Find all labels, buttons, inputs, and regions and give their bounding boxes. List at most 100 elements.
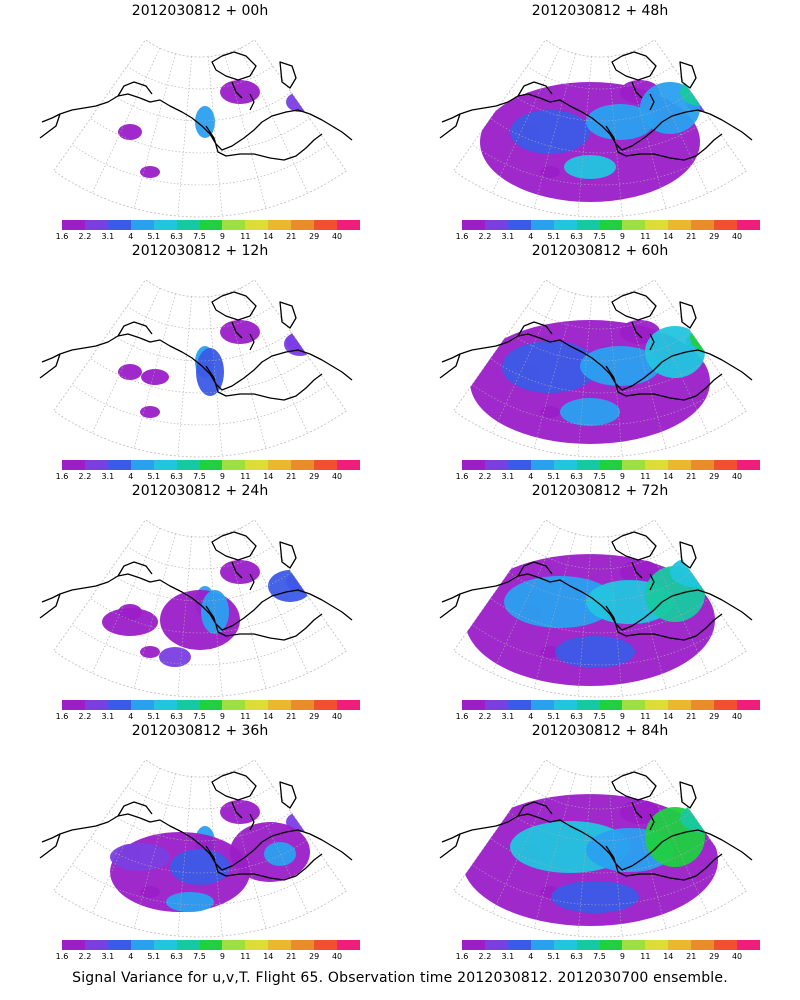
longitude-line: [133, 293, 176, 449]
longitude-line: [91, 287, 161, 434]
longitude-line: [224, 533, 267, 689]
colorbar-tick-label: 3.1: [501, 952, 515, 961]
longitude-line: [207, 296, 223, 457]
colorbar-swatch: [199, 940, 223, 950]
colorbar-tick-label: 11: [240, 952, 251, 961]
colorbar-swatch: [199, 700, 223, 710]
colorbar-tick-label: 9: [619, 712, 625, 721]
colorbar-tick-label: 3.1: [501, 232, 515, 241]
variance-blob: [286, 92, 314, 112]
colorbar-swatch: [599, 940, 623, 950]
colorbar-swatch: [337, 220, 360, 230]
colorbar-swatch: [714, 220, 738, 230]
colorbar-tick-label: 9: [219, 712, 225, 721]
latitude-line: [71, 624, 329, 666]
colorbar-swatch: [314, 460, 338, 470]
colorbar-swatch: [576, 700, 600, 710]
latitude-line: [126, 545, 274, 570]
colorbar-tick-label: 4: [128, 232, 134, 241]
colorbar-tick-label: 14: [263, 472, 274, 481]
colorbar-swatch: [668, 940, 692, 950]
colorbar-swatch: [222, 460, 246, 470]
latitude-line: [71, 864, 329, 906]
colorbar-tick-label: 6.3: [170, 232, 183, 241]
colorbar-tick-label: 7.5: [193, 472, 206, 481]
colorbar-swatch: [291, 700, 315, 710]
longitude-line: [491, 287, 561, 434]
colorbar-swatch: [291, 940, 315, 950]
longitude-line: [224, 293, 267, 449]
colorbar-tick-label: 2.2: [78, 232, 92, 241]
colorbar-tick-label: 11: [640, 952, 651, 961]
colorbar-swatch: [462, 700, 485, 710]
latitude-line: [108, 571, 292, 602]
latitude-line: [490, 838, 710, 874]
variance-blob: [220, 800, 260, 824]
coastline: [39, 531, 353, 641]
colorbar-tick-label: 1.6: [455, 712, 469, 721]
variance-blob: [284, 332, 316, 356]
map-panel-84h: 2012030812 + 84h 1.6 2.2 3.1 4 5.1 6.3 7.5 9 11 1…: [400, 720, 800, 961]
latitude-line: [471, 624, 729, 666]
colorbar-swatch: [484, 460, 508, 470]
longitude-line: [577, 776, 593, 937]
variance-blob: [170, 849, 230, 885]
longitude-line: [577, 536, 593, 697]
colorbar-swatch: [176, 220, 200, 230]
colorbar-tick-label: 5.1: [147, 232, 161, 241]
map-plot: [439, 39, 753, 218]
colorbar-tick-label: 11: [240, 712, 251, 721]
latitude-line: [71, 144, 329, 186]
colorbar-swatch: [176, 700, 200, 710]
colorbar-ticks: 1.6 2.2 3.1 4 5.1 6.3 7.5 9 11 14 21 29 40: [56, 952, 360, 962]
colorbar-tick-label: 9: [219, 472, 225, 481]
colorbar-swatch: [245, 220, 269, 230]
colorbar-tick-label: 14: [663, 712, 674, 721]
longitude-line: [224, 53, 267, 209]
colorbar-tick-label: 14: [663, 472, 674, 481]
colorbar-swatch: [107, 220, 131, 230]
colorbar-tick-label: 4: [528, 232, 534, 241]
variance-blob: [555, 636, 635, 668]
colorbar: [462, 700, 760, 710]
colorbar-swatch: [714, 700, 738, 710]
coastline: [439, 531, 753, 641]
variance-blob: [118, 124, 142, 140]
colorbar: [62, 460, 360, 470]
colorbar-tick-label: 6.3: [570, 952, 583, 961]
colorbar-tick-label: 5.1: [547, 472, 561, 481]
longitude-line: [491, 527, 561, 674]
colorbar-swatch: [530, 940, 554, 950]
longitude-line: [607, 536, 623, 697]
colorbar-tick-label: 3.1: [501, 712, 515, 721]
colorbar-swatch: [153, 700, 177, 710]
longitude-line: [533, 53, 576, 209]
colorbar-tick-label: 2.2: [78, 952, 92, 961]
variance-blob: [140, 166, 160, 178]
longitude-line: [239, 47, 309, 194]
colorbar-swatch: [576, 220, 600, 230]
colorbar-tick-label: 29: [709, 952, 720, 961]
colorbar-swatch: [622, 700, 646, 710]
colorbar-tick-label: 9: [619, 952, 625, 961]
colorbar-tick-label: 3.1: [501, 472, 515, 481]
latitude-line: [471, 144, 729, 186]
longitude-line: [491, 47, 561, 194]
variance-blob: [645, 326, 705, 378]
colorbar-swatch: [107, 700, 131, 710]
colorbar-swatch: [507, 460, 531, 470]
latitude-line: [508, 91, 692, 122]
colorbar-tick-label: 29: [709, 712, 720, 721]
latitude-line: [71, 384, 329, 426]
colorbar-tick-label: 21: [686, 952, 697, 961]
variance-blob: [159, 647, 191, 667]
colorbar-tick-label: 1.6: [55, 712, 69, 721]
variance-field: [465, 554, 730, 686]
longitude-line: [91, 47, 161, 194]
colorbar-swatch: [599, 460, 623, 470]
colorbar-swatch: [268, 460, 292, 470]
colorbar-tick-label: 2.2: [478, 232, 492, 241]
colorbar-swatch: [222, 220, 246, 230]
colorbar-swatch: [222, 700, 246, 710]
variance-field: [480, 78, 720, 202]
